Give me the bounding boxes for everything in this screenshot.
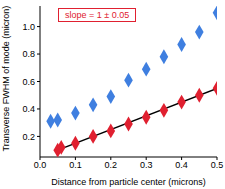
svg-text:0.3: 0.3 [140,160,153,170]
svg-text:0.6: 0.6 [22,77,35,87]
svg-text:0.8: 0.8 [22,49,35,59]
svg-text:0.5: 0.5 [211,160,217,170]
svg-text:0.4: 0.4 [22,104,35,114]
svg-text:Distance from particle center: Distance from particle center (microns) [51,177,206,187]
svg-text:0.1: 0.1 [69,160,82,170]
svg-text:0.4: 0.4 [175,160,188,170]
svg-text:0.0: 0.0 [34,160,47,170]
html-text:slope = 1 ± 0.05: slope = 1 ± 0.05 [65,10,130,20]
svg-text:Transverse FWHM of mode (micro: Transverse FWHM of mode (micron) [8,6,11,152]
svg-text:0.2: 0.2 [22,132,35,142]
svg-text:1.0: 1.0 [22,22,35,32]
svg-text:0.2: 0.2 [105,160,118,170]
